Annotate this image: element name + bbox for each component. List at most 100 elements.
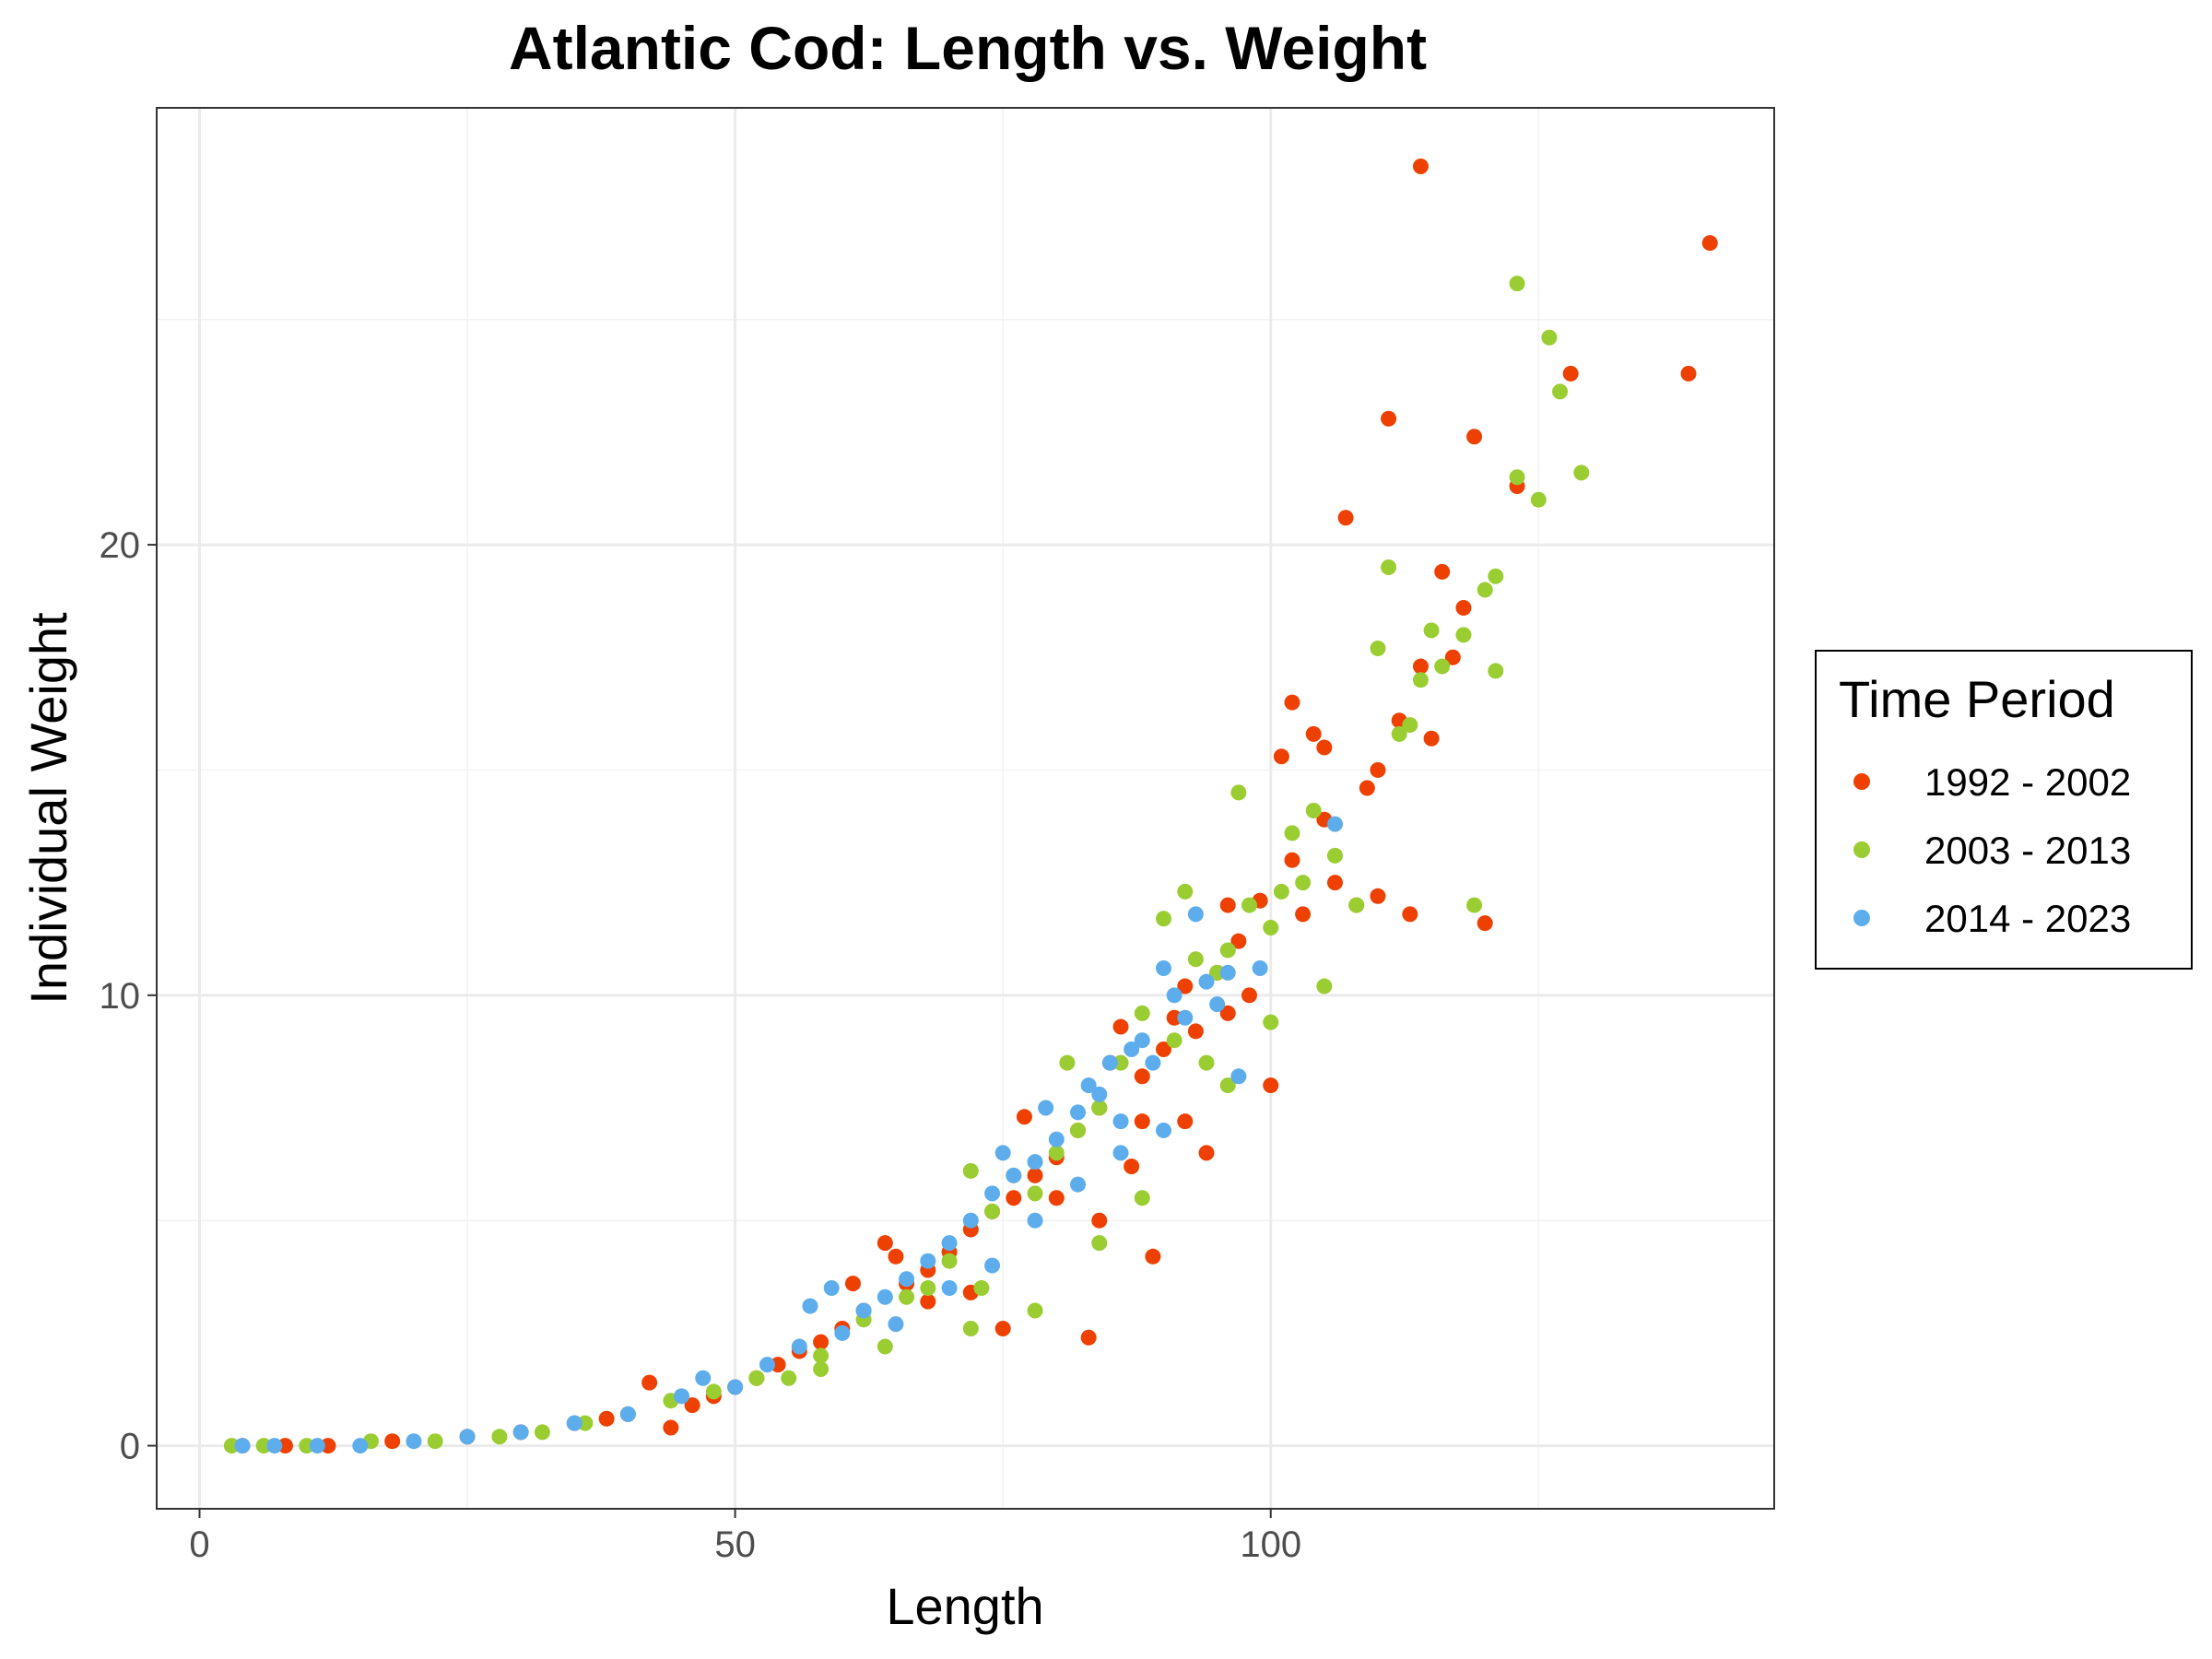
data-point	[920, 1253, 936, 1269]
data-point	[1091, 1100, 1108, 1116]
data-point	[1145, 1054, 1161, 1071]
data-point	[1006, 1167, 1022, 1183]
data-point	[276, 1438, 293, 1454]
data-point	[1284, 825, 1300, 841]
data-point	[1530, 491, 1547, 508]
data-point	[1112, 1054, 1129, 1071]
data-point	[984, 1185, 1001, 1202]
data-point	[1455, 600, 1472, 617]
data-point	[1124, 1041, 1140, 1057]
data-point	[1156, 1041, 1172, 1057]
data-point	[727, 1379, 744, 1395]
data-point	[1230, 933, 1247, 949]
data-point	[1680, 365, 1697, 382]
data-point	[1198, 973, 1215, 990]
data-point	[1509, 276, 1525, 292]
data-point	[459, 1429, 476, 1445]
data-point	[1370, 888, 1386, 904]
data-point	[1177, 1009, 1194, 1026]
data-point	[984, 1203, 1001, 1219]
data-point	[309, 1438, 325, 1454]
legend-title: Time Period	[1839, 670, 2115, 728]
legend-marker	[1853, 773, 1870, 790]
data-point	[1444, 649, 1461, 665]
data-point	[1477, 915, 1493, 932]
data-point	[663, 1419, 679, 1436]
data-point	[1434, 563, 1451, 580]
data-point	[1187, 906, 1204, 923]
data-point	[1466, 897, 1483, 913]
data-point	[1027, 1167, 1043, 1183]
data-point	[813, 1347, 830, 1364]
data-point	[1134, 1005, 1150, 1021]
data-point	[234, 1438, 251, 1454]
data-point	[566, 1415, 582, 1431]
data-point	[427, 1433, 443, 1450]
data-point	[1316, 739, 1333, 756]
data-point	[352, 1438, 369, 1454]
data-point	[1219, 1077, 1236, 1094]
data-point	[641, 1374, 658, 1391]
data-point	[888, 1316, 904, 1333]
data-point	[1219, 1005, 1236, 1021]
data-point	[299, 1438, 315, 1454]
data-point	[1091, 1086, 1108, 1102]
data-point	[1230, 784, 1247, 801]
data-point	[619, 1406, 636, 1422]
data-point	[255, 1438, 272, 1454]
data-point	[1027, 1185, 1043, 1202]
data-point	[1209, 964, 1226, 981]
y-tick-label: 0	[120, 1427, 140, 1467]
plot-panel	[157, 108, 1774, 1509]
x-tick-label: 50	[714, 1524, 756, 1565]
chart-title: Atlantic Cod: Length vs. Weight	[509, 14, 1427, 82]
data-point	[1027, 1302, 1043, 1319]
data-point	[1316, 978, 1333, 994]
data-point	[1370, 761, 1386, 778]
data-point	[1177, 883, 1194, 900]
data-point	[1455, 627, 1472, 643]
data-point	[1477, 582, 1493, 598]
data-point	[1230, 1068, 1247, 1085]
data-point	[877, 1338, 893, 1355]
data-point	[1263, 920, 1279, 936]
data-point	[1038, 1100, 1054, 1116]
data-point	[1488, 568, 1504, 584]
data-point	[1112, 1113, 1129, 1130]
data-point	[1412, 159, 1429, 175]
axis-ticks: 0 50 100 0 10 20	[100, 525, 1302, 1565]
data-point	[1048, 1145, 1065, 1161]
legend-box	[1815, 650, 2193, 970]
data-point	[1488, 663, 1504, 679]
data-point	[1412, 672, 1429, 688]
data-point	[1412, 658, 1429, 675]
data-point	[1273, 883, 1289, 900]
data-point	[1101, 1054, 1118, 1071]
data-point	[1134, 1190, 1150, 1206]
data-point	[759, 1357, 775, 1373]
data-point	[1295, 906, 1312, 923]
data-point	[962, 1212, 979, 1229]
data-point	[1027, 1212, 1043, 1229]
data-point	[223, 1438, 240, 1454]
legend-entries: 1992 - 2002 2003 - 2013 2014 - 2023	[1853, 760, 2131, 940]
data-point	[1048, 1190, 1065, 1206]
data-point	[1059, 1054, 1076, 1071]
data-point	[1145, 1248, 1161, 1265]
data-point	[1252, 960, 1268, 977]
data-point	[1241, 987, 1257, 1004]
data-point	[1166, 987, 1182, 1004]
y-tick-label: 10	[100, 976, 141, 1017]
legend-entry-label: 2014 - 2023	[1924, 897, 2131, 940]
data-point	[813, 1360, 830, 1377]
data-point	[973, 1280, 990, 1297]
data-point	[1509, 469, 1525, 486]
data-point	[1381, 410, 1397, 427]
data-point	[877, 1288, 893, 1305]
data-point	[1402, 717, 1418, 734]
data-point	[888, 1248, 904, 1265]
data-point	[877, 1235, 893, 1252]
data-point	[1381, 559, 1397, 576]
data-point	[1326, 875, 1343, 891]
data-point	[534, 1424, 550, 1441]
